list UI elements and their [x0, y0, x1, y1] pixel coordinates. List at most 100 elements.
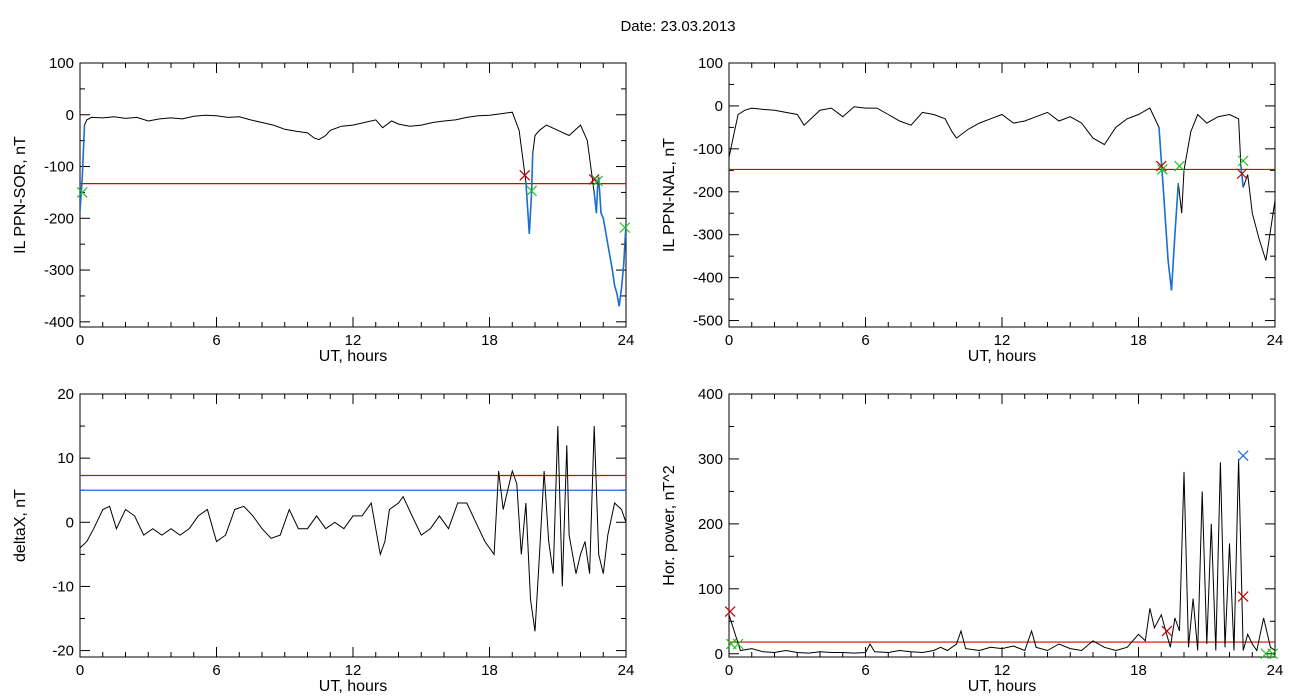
x-tick-label: 24: [1267, 662, 1284, 679]
series-line: [80, 111, 626, 307]
plot-frame: [728, 62, 1276, 328]
series-line: [80, 426, 626, 632]
marker-blue: [1237, 450, 1249, 462]
x-tick-label: 0: [725, 332, 733, 349]
marker-stroke: [519, 169, 531, 181]
x-tick-label: 18: [481, 332, 498, 349]
x-tick-label: 18: [1130, 662, 1147, 679]
marker-stroke: [1161, 625, 1173, 637]
series-line: [729, 458, 1275, 654]
y-axis-label: deltaX, nT: [12, 489, 29, 562]
plot-frame: [728, 393, 1276, 658]
x-tick-label: 24: [618, 662, 635, 679]
y-tick-label: -200: [693, 184, 723, 201]
marker-stroke: [76, 186, 88, 198]
y-tick-label: -500: [693, 313, 723, 330]
marker-green: [1237, 155, 1249, 167]
y-tick-label: 400: [698, 386, 723, 403]
x-tick-label: 6: [861, 332, 869, 349]
plot-area: [729, 458, 1275, 654]
chart-il-ppn-nal: 0 6 12 18 24 100 0 -100 -200 -300 -400 -500 UT, hour…: [661, 55, 1283, 365]
marker-red: [1236, 168, 1248, 180]
x-tick-label: 18: [481, 662, 498, 679]
marker-stroke: [1155, 160, 1167, 172]
y-tick-label: 0: [66, 107, 74, 124]
plot-area: [729, 106, 1275, 291]
y-tick-label: -100: [44, 159, 74, 176]
highlight-segment: [80, 125, 86, 211]
y-tick-label: -400: [693, 270, 723, 287]
y-tick-label: -300: [693, 227, 723, 244]
x-tick-label: 18: [1130, 332, 1147, 349]
y-tick-label: -400: [44, 314, 74, 331]
chart-delta-x: 0 6 12 18 24 20 10 0 -10 -20 UT, hours deltaX, nT: [12, 386, 634, 695]
marker-stroke: [724, 606, 736, 617]
marker-stroke: [1237, 450, 1249, 462]
x-axis-label: UT, hours: [319, 348, 387, 365]
plot-area: [80, 426, 626, 632]
y-tick-label: 20: [57, 386, 74, 403]
y-tick-label: -100: [693, 141, 723, 158]
y-tick-label: 100: [698, 55, 723, 72]
x-tick-label: 24: [618, 332, 635, 349]
series-line: [729, 106, 1275, 291]
marker-stroke: [1237, 591, 1249, 603]
y-tick-label: 10: [57, 450, 74, 467]
x-tick-label: 0: [725, 662, 733, 679]
marker-stroke: [1237, 155, 1249, 167]
y-tick-label: 200: [698, 516, 723, 533]
chart-il-ppn-sor: 0 6 12 18 24 100 0 -100 -200 -300 -400 UT, hours IL …: [12, 55, 634, 365]
marker-red: [519, 169, 531, 181]
plot-area: [80, 111, 626, 307]
y-tick-label: -20: [52, 643, 74, 660]
highlight-segment: [593, 176, 626, 307]
x-tick-label: 12: [994, 332, 1011, 349]
marker-green: [1174, 160, 1185, 172]
highlight-segment: [1240, 165, 1244, 188]
x-tick-label: 6: [212, 332, 220, 349]
y-axis-label: IL PPN-NAL, nT: [661, 138, 678, 252]
x-tick-label: 12: [345, 662, 362, 679]
marker-red: [724, 606, 736, 617]
x-tick-label: 0: [76, 662, 84, 679]
marker-stroke: [619, 222, 631, 234]
marker-green: [1267, 648, 1279, 660]
marker-green: [592, 175, 603, 187]
marker-stroke: [1156, 164, 1168, 175]
x-tick-label: 12: [994, 662, 1011, 679]
x-axis-label: UT, hours: [319, 678, 387, 695]
highlight-segment: [1158, 127, 1180, 291]
marker-red: [1161, 625, 1173, 637]
x-tick-label: 6: [212, 662, 220, 679]
y-tick-label: 300: [698, 451, 723, 468]
chart-hor-power: 0 6 12 18 24 400 300 200 100 0 UT, hours Hor. power…: [661, 386, 1283, 695]
marker-stroke: [1236, 168, 1248, 180]
x-tick-label: 24: [1267, 332, 1284, 349]
x-tick-label: 12: [345, 332, 362, 349]
y-tick-label: 100: [49, 55, 74, 72]
x-tick-label: 0: [76, 332, 84, 349]
y-tick-label: -10: [52, 578, 74, 595]
page-title: Date: 23.03.2013: [620, 18, 736, 35]
x-axis-label: UT, hours: [968, 348, 1036, 365]
marker-green: [1156, 164, 1168, 175]
marker-green: [76, 186, 88, 198]
x-axis-label: UT, hours: [968, 678, 1036, 695]
y-tick-label: 100: [698, 581, 723, 598]
y-tick-label: 0: [715, 98, 723, 115]
plot-frame: [79, 393, 627, 658]
marker-stroke: [526, 185, 538, 197]
marker-stroke: [732, 638, 744, 650]
x-tick-label: 6: [861, 662, 869, 679]
marker-stroke: [1174, 160, 1185, 172]
marker-red: [1237, 591, 1249, 603]
y-tick-label: -200: [44, 210, 74, 227]
y-axis-label: Hor. power, nT^2: [661, 465, 678, 586]
marker-green: [732, 638, 744, 650]
marker-red: [588, 174, 600, 185]
y-tick-label: 0: [715, 646, 723, 663]
highlight-segment: [525, 153, 534, 234]
marker-red: [1155, 160, 1167, 172]
plot-frame: [79, 62, 627, 328]
